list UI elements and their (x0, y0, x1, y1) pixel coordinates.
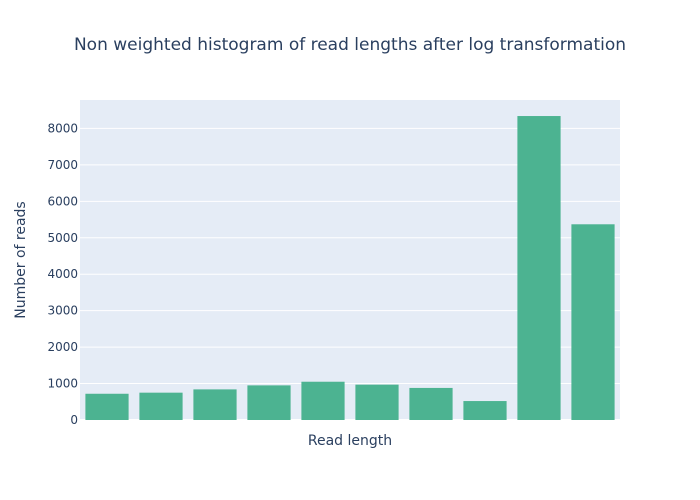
y-tick-label: 2000 (47, 340, 78, 354)
bar (247, 385, 291, 420)
bar (571, 224, 615, 420)
chart-title: Non weighted histogram of read lengths a… (74, 35, 626, 55)
y-tick-label: 8000 (47, 121, 78, 135)
x-axis-title: Read length (308, 433, 392, 449)
y-tick-label: 4000 (47, 267, 78, 281)
y-tick-labels: 0 1000 2000 3000 4000 5000 6000 7000 8000 (47, 121, 78, 427)
y-tick-label: 6000 (47, 194, 78, 208)
bar (355, 384, 399, 420)
y-tick-label: 1000 (47, 377, 78, 391)
bar (517, 116, 561, 421)
bar (85, 393, 129, 420)
bar (139, 392, 183, 420)
bar (409, 387, 453, 420)
y-axis-title: Number of reads (13, 201, 29, 318)
y-tick-label: 3000 (47, 304, 78, 318)
bar (463, 401, 507, 420)
bars (85, 116, 615, 421)
bar (193, 389, 237, 420)
y-tick-label: 0 (70, 413, 78, 427)
y-tick-label: 7000 (47, 158, 78, 172)
bar (301, 381, 345, 420)
y-tick-label: 5000 (47, 231, 78, 245)
